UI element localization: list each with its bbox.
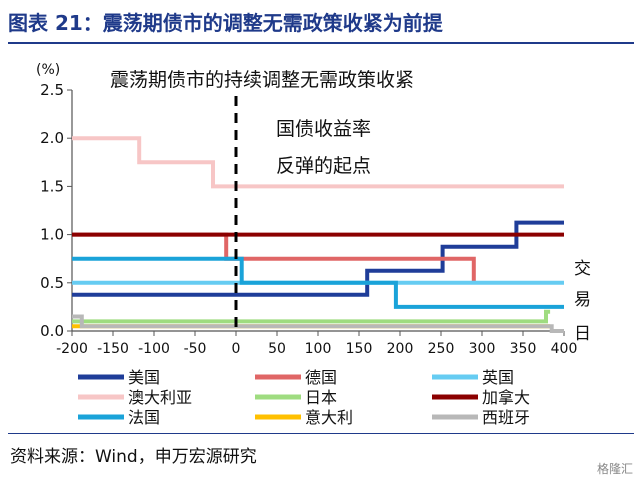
y-tick-label: 1.0 <box>40 226 64 244</box>
annotation-yield: 国债收益率 <box>276 118 371 140</box>
y-axis-unit: (%) <box>36 62 60 78</box>
series-line-au <box>72 136 564 189</box>
axes: 0.0 0.5 1.0 1.5 2.0 2.5 -200 -150 -100 -50 0 50 100 1… <box>40 81 577 357</box>
x-tick-label: 400 <box>551 341 578 357</box>
legend-label-fr: 法国 <box>128 408 160 427</box>
series-line-es <box>72 314 564 333</box>
x-unit-char-3: 日 <box>574 324 591 344</box>
series-line-fr <box>72 256 564 309</box>
yield-step-chart: 0.0 0.5 1.0 1.5 2.0 2.5 -200 -150 -100 -50 0 50 100 1… <box>36 62 591 427</box>
x-tick-label: 300 <box>469 341 496 357</box>
source-divider <box>8 433 634 434</box>
legend-label-ca: 加拿大 <box>482 388 530 407</box>
x-tick-label: -150 <box>97 341 129 357</box>
x-tick-label: -100 <box>138 341 170 357</box>
legend-label-de: 德国 <box>305 368 337 387</box>
figure-title: 图表 21：震荡期债市的调整无需政策收紧为前提 <box>8 11 443 35</box>
x-tick-label: 0 <box>232 341 241 357</box>
annotation-rebound: 反弹的起点 <box>276 155 371 177</box>
y-tick-label: 0.0 <box>40 322 64 340</box>
y-tick-label: 1.5 <box>40 177 64 195</box>
x-tick-label: 250 <box>428 341 455 357</box>
chart-inner-title: 震荡期债市的持续调整无需政策收紧 <box>110 69 414 91</box>
y-tick-label: 0.5 <box>40 274 64 292</box>
title-underline <box>8 42 634 44</box>
legend-label-uk: 英国 <box>482 368 514 387</box>
x-tick-label: -200 <box>56 341 88 357</box>
x-tick-label: 350 <box>510 341 537 357</box>
series-lines <box>72 136 564 333</box>
legend-label-us: 美国 <box>128 368 160 387</box>
y-tick-label: 2.0 <box>40 129 64 147</box>
x-tick-label: 50 <box>268 341 286 357</box>
x-tick-label: -50 <box>184 341 207 357</box>
series-line-jp <box>72 309 551 324</box>
x-unit-char-2: 易 <box>574 290 591 310</box>
legend-label-es: 西班牙 <box>482 408 530 427</box>
x-unit-char-1: 交 <box>574 259 591 279</box>
legend-label-au: 澳大利亚 <box>128 388 192 407</box>
watermark-text: 格隆汇 <box>596 462 633 476</box>
legend-label-jp: 日本 <box>305 388 337 407</box>
legend-label-it: 意大利 <box>305 408 353 427</box>
x-tick-label: 150 <box>346 341 373 357</box>
y-tick-label: 2.5 <box>40 81 64 99</box>
x-tick-label: 200 <box>387 341 414 357</box>
source-note: 资料来源：Wind，申万宏源研究 <box>10 447 257 467</box>
x-tick-label: 100 <box>305 341 332 357</box>
